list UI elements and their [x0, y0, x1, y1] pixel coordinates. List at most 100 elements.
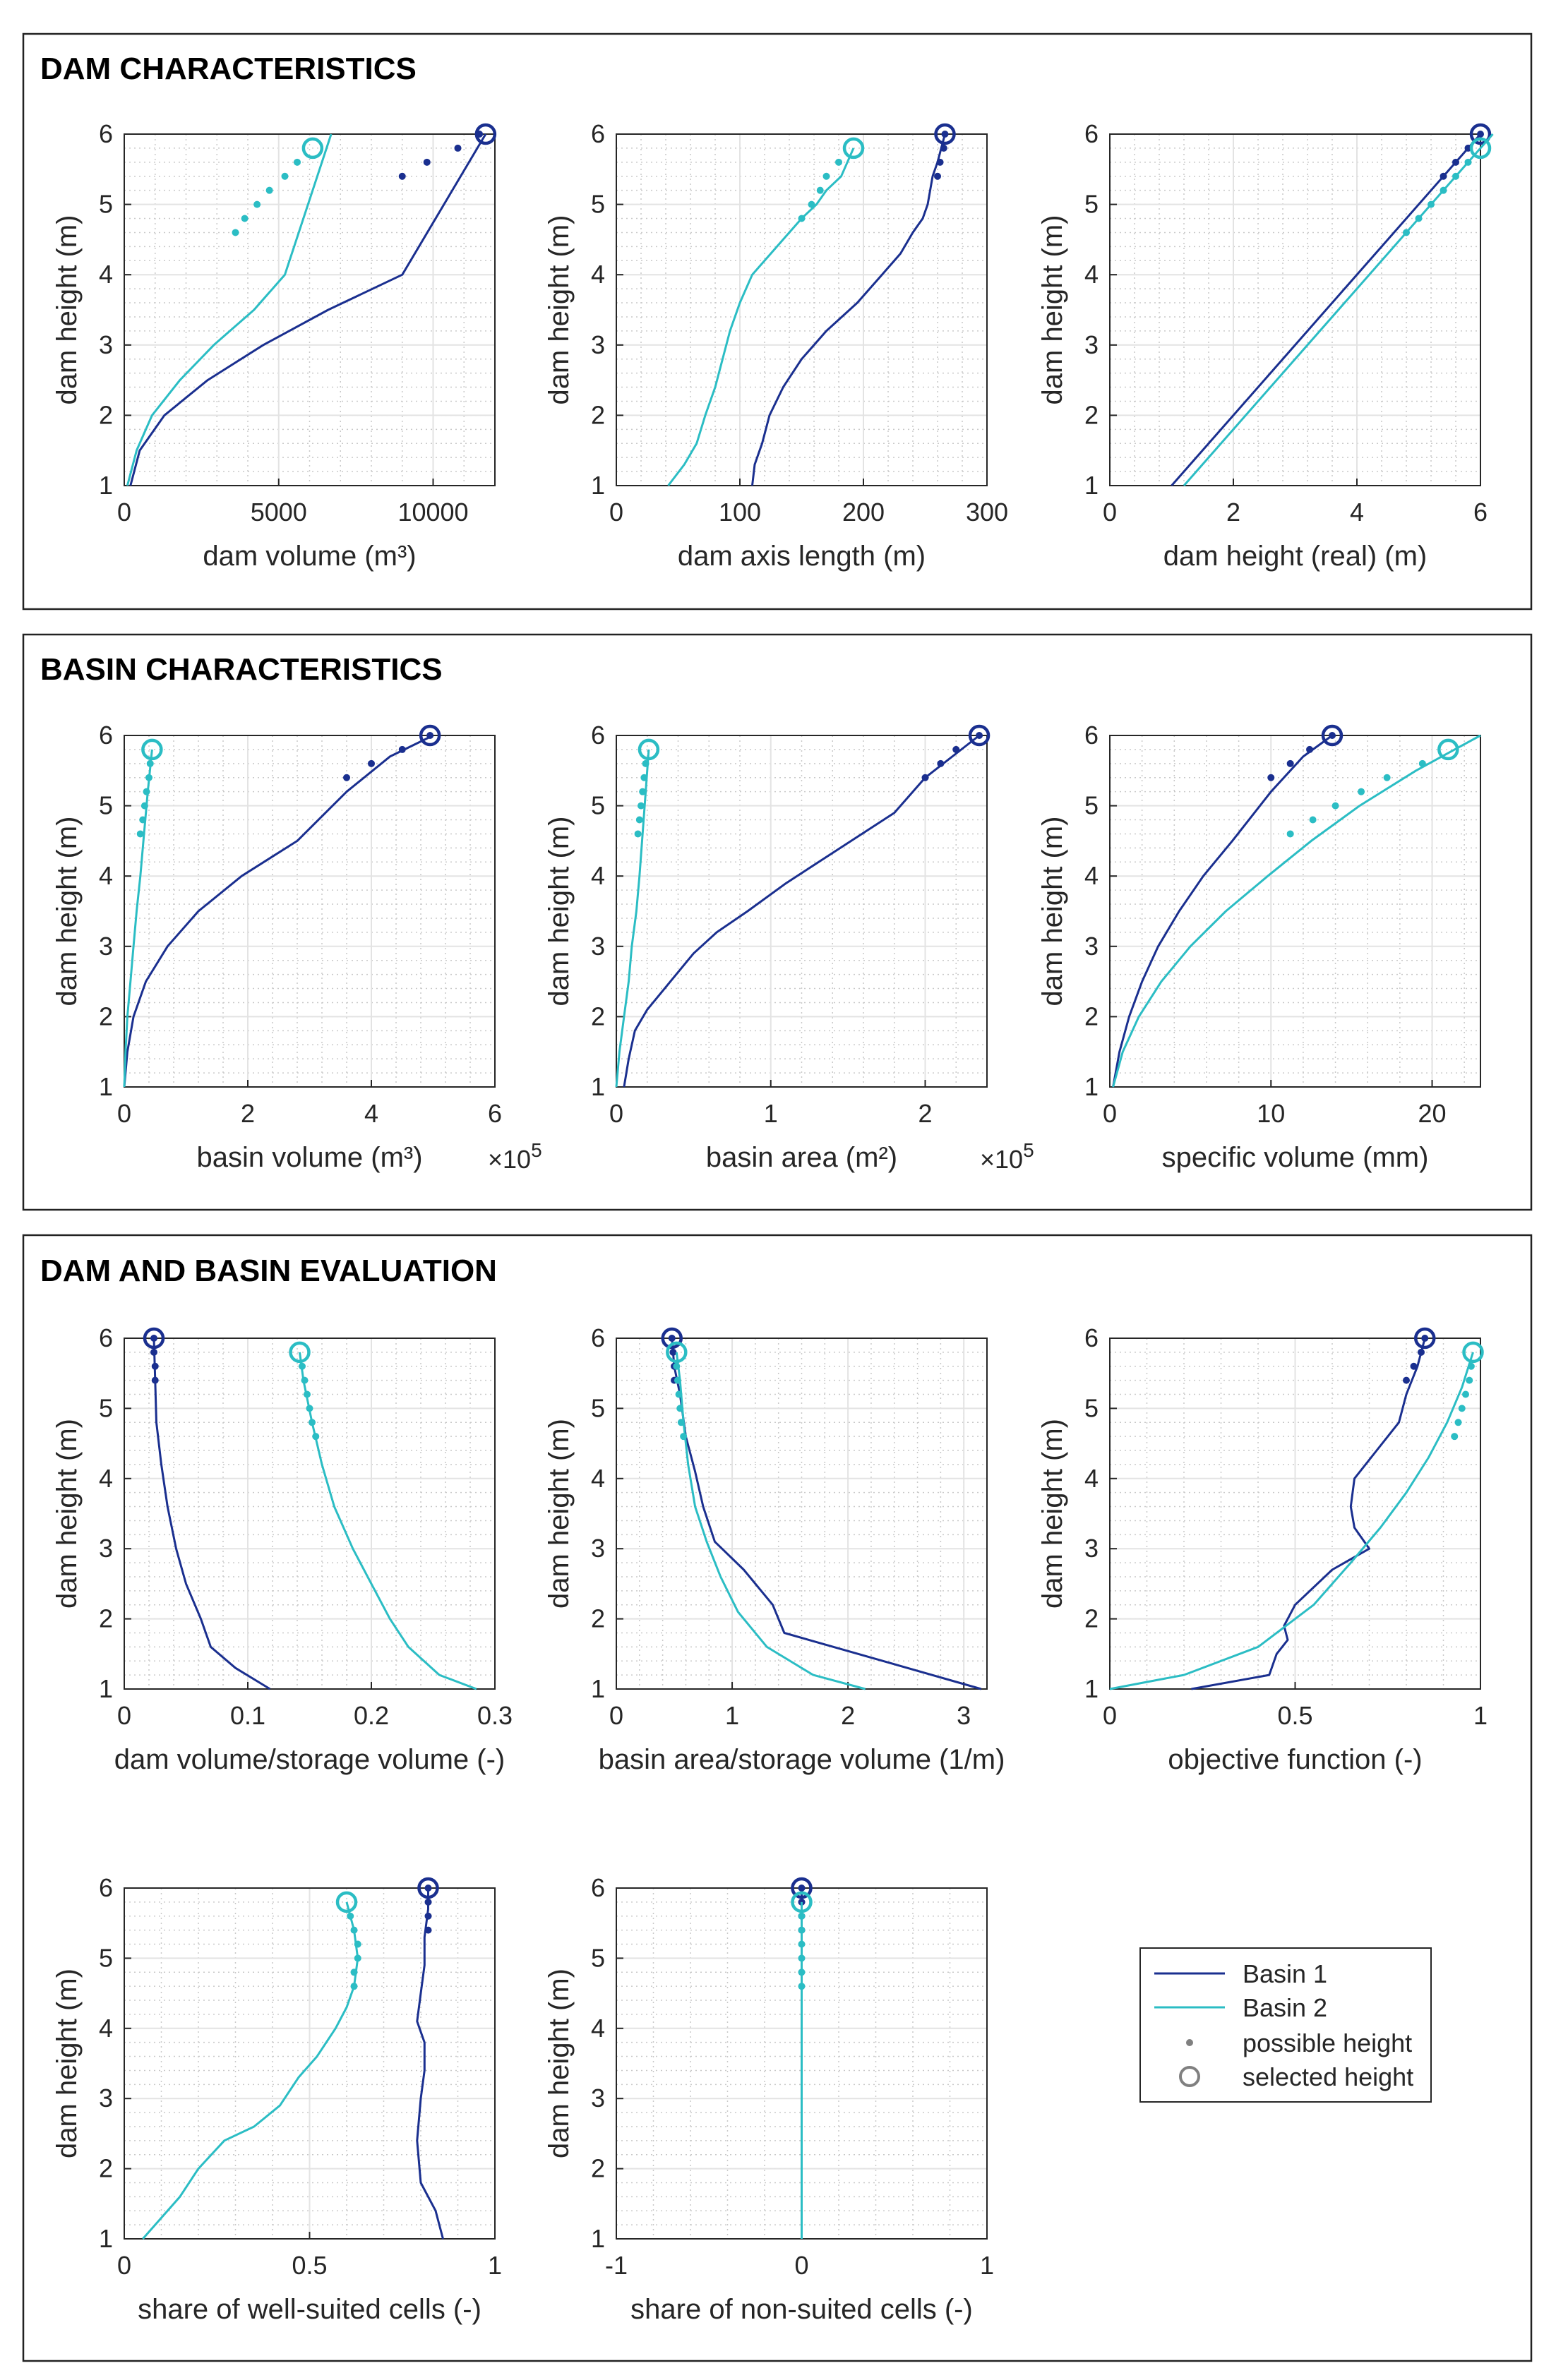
possible-height-marker-basin2 — [676, 1405, 684, 1412]
possible-height-marker-basin2 — [145, 774, 152, 781]
y-tick-label: 6 — [591, 721, 605, 750]
panel-dam-basin-evaluation — [22, 1234, 1533, 2362]
x-exponent-label: ×105 — [488, 1139, 542, 1174]
y-axis-label: dam height (m) — [544, 1969, 575, 2158]
x-axis-label: share of well-suited cells (-) — [138, 2294, 481, 2325]
possible-height-marker-basin2 — [265, 186, 273, 194]
y-tick-label: 4 — [591, 260, 605, 289]
series-line-basin2 — [667, 148, 855, 486]
possible-height-marker-basin1 — [1452, 158, 1459, 166]
x-tick-label: 1 — [488, 2251, 502, 2280]
chart-dam-axis-length: 0 100 200 300 1 2 3 4 5 6 dam axis length (m) dam h… — [544, 119, 1008, 572]
possible-height-marker-basin1 — [941, 131, 949, 138]
chart-share-well-suited: 0 0.5 1 1 2 3 4 5 6 share of well-suited cells (-… — [52, 1873, 502, 2325]
possible-height-marker-basin1 — [151, 1362, 159, 1370]
axes-box — [1109, 735, 1481, 1088]
x-axis-label: dam height (real) (m) — [1163, 541, 1427, 572]
possible-height-marker-basin1 — [1440, 172, 1447, 180]
y-tick-label: 4 — [99, 260, 113, 289]
y-axis-label: dam height (m) — [1037, 1419, 1068, 1609]
y-tick-label: 2 — [99, 1604, 113, 1633]
selected-height-marker-basin2 — [301, 137, 324, 160]
possible-height-marker-basin1 — [937, 759, 945, 767]
y-tick-label: 5 — [99, 1943, 113, 1972]
legend-possible-label: possible height — [1243, 2029, 1412, 2057]
possible-height-marker-basin2 — [299, 1362, 306, 1370]
x-tick-label: 10 — [1257, 1099, 1285, 1128]
y-tick-label: 2 — [591, 1604, 605, 1633]
x-tick-label: 2 — [918, 1099, 932, 1128]
possible-height-marker-basin1 — [426, 732, 434, 739]
x-tick-label: 0 — [1103, 1099, 1117, 1128]
x-tick-label: 2 — [1226, 498, 1240, 527]
possible-height-marker-basin1 — [798, 1898, 806, 1906]
x-tick-label: 0 — [1103, 1701, 1117, 1730]
x-axis-label: dam axis length (m) — [678, 541, 926, 572]
chart-dam-volume: 0 5000 10000 1 2 3 4 5 6 dam volume (m³) dam heigh… — [52, 119, 497, 572]
panel-title-dam: DAM CHARACTERISTICS — [40, 52, 417, 86]
possible-height-marker-basin1 — [398, 172, 406, 180]
selected-height-marker-basin2 — [289, 1341, 311, 1364]
axes-box — [1109, 133, 1481, 486]
series-line-basin1 — [751, 133, 946, 486]
x-tick-label: 0.1 — [230, 1701, 265, 1730]
series-line-basin1 — [1171, 133, 1482, 486]
possible-height-marker-basin2 — [674, 1376, 681, 1384]
possible-height-marker-basin1 — [1267, 774, 1275, 781]
x-tick-label: 1 — [980, 2251, 994, 2280]
y-tick-label: 5 — [1084, 190, 1099, 219]
legend-basin1-label: Basin 1 — [1243, 1959, 1327, 1988]
y-tick-label: 5 — [591, 791, 605, 820]
series-line-basin2 — [1109, 1352, 1474, 1690]
y-axis-label: dam height (m) — [52, 215, 83, 405]
panel-basin-characteristics — [22, 633, 1533, 1211]
y-tick-label: 3 — [99, 2084, 113, 2112]
y-tick-label: 6 — [99, 1873, 113, 1902]
series-line-basin2 — [123, 749, 153, 1088]
y-tick-label: 1 — [99, 1674, 113, 1703]
x-tick-label: 0.2 — [354, 1701, 389, 1730]
panel-title-basin: BASIN CHARACTERISTICS — [40, 652, 443, 687]
y-tick-label: 4 — [591, 2014, 605, 2043]
y-tick-label: 2 — [1084, 1604, 1099, 1633]
selected-height-marker-basin2 — [791, 1891, 813, 1913]
y-tick-label: 6 — [99, 1323, 113, 1352]
possible-height-marker-basin1 — [940, 144, 947, 152]
y-tick-label: 3 — [591, 2084, 605, 2112]
possible-height-marker-basin2 — [1440, 186, 1447, 194]
axes-box — [124, 735, 496, 1088]
y-tick-label: 4 — [99, 861, 113, 890]
x-axis-label: basin area/storage volume (1/m) — [599, 1744, 1005, 1775]
y-tick-label: 5 — [591, 190, 605, 219]
possible-height-marker-basin1 — [1418, 1348, 1425, 1356]
x-tick-label: 0 — [794, 2251, 808, 2280]
possible-height-marker-basin2 — [1462, 1390, 1469, 1398]
chart-basin-volume: 0 2 4 6 1 2 3 4 5 6 basin volume (m³) dam height (m… — [52, 721, 542, 1174]
x-tick-label: 0 — [117, 1701, 131, 1730]
x-tick-label: 6 — [1473, 498, 1488, 527]
y-tick-label: 2 — [99, 1002, 113, 1030]
y-tick-label: 2 — [1084, 400, 1099, 429]
possible-height-marker-basin2 — [822, 172, 830, 180]
series-line-basin1 — [1112, 734, 1333, 1088]
x-tick-label: 200 — [842, 498, 885, 527]
possible-height-marker-basin1 — [454, 144, 462, 152]
possible-height-marker-basin2 — [638, 802, 645, 810]
x-tick-label: 1 — [1473, 1701, 1488, 1730]
panel-title-evaluation: DAM AND BASIN EVALUATION — [40, 1254, 497, 1288]
y-tick-label: 5 — [99, 791, 113, 820]
y-tick-label: 6 — [591, 1873, 605, 1902]
possible-height-marker-basin2 — [253, 200, 261, 208]
x-tick-label: 0 — [609, 1099, 623, 1128]
possible-height-marker-basin1 — [424, 1926, 432, 1934]
possible-height-marker-basin1 — [976, 732, 983, 739]
series-line-basin2 — [615, 749, 650, 1088]
x-tick-label: 1 — [764, 1099, 778, 1128]
possible-height-marker-basin2 — [354, 1940, 361, 1948]
possible-height-marker-basin2 — [808, 200, 815, 208]
x-axis-label: dam volume (m³) — [203, 541, 416, 572]
legend: Basin 1 Basin 2 possible height selected… — [1139, 1947, 1432, 2103]
